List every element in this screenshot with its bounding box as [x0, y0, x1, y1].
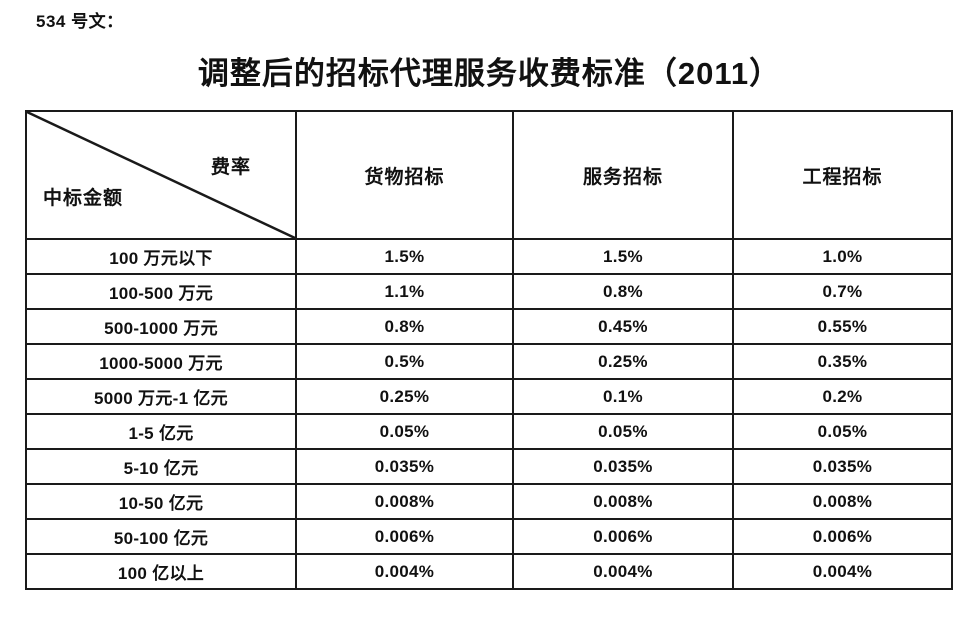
- row-label: 100 亿以上: [25, 553, 297, 590]
- cell-engineering: 0.035%: [732, 448, 953, 485]
- table-row: 100 亿以上 0.004% 0.004% 0.004%: [25, 553, 953, 590]
- cell-goods: 0.008%: [295, 483, 514, 520]
- diagonal-divider-line: [27, 112, 295, 238]
- row-label: 1-5 亿元: [25, 413, 297, 450]
- row-label: 5-10 亿元: [25, 448, 297, 485]
- table-row: 100 万元以下 1.5% 1.5% 1.0%: [25, 238, 953, 275]
- row-label: 1000-5000 万元: [25, 343, 297, 380]
- cell-goods: 0.006%: [295, 518, 514, 555]
- cell-engineering: 0.006%: [732, 518, 953, 555]
- cell-services: 0.25%: [512, 343, 734, 380]
- fee-rate-table: 费率 中标金额 货物招标 服务招标 工程招标 100 万元以下 1.5% 1.5…: [25, 110, 953, 590]
- cell-services: 0.004%: [512, 553, 734, 590]
- cell-goods: 0.004%: [295, 553, 514, 590]
- row-label: 10-50 亿元: [25, 483, 297, 520]
- cell-goods: 0.8%: [295, 308, 514, 345]
- column-header-services: 服务招标: [512, 110, 734, 240]
- table-row: 1000-5000 万元 0.5% 0.25% 0.35%: [25, 343, 953, 380]
- header-row: 费率 中标金额 货物招标 服务招标 工程招标: [25, 110, 953, 240]
- cell-goods: 0.25%: [295, 378, 514, 415]
- cell-goods: 1.5%: [295, 238, 514, 275]
- cell-goods: 0.05%: [295, 413, 514, 450]
- cell-services: 0.1%: [512, 378, 734, 415]
- table-row: 10-50 亿元 0.008% 0.008% 0.008%: [25, 483, 953, 520]
- cell-services: 1.5%: [512, 238, 734, 275]
- table-row: 1-5 亿元 0.05% 0.05% 0.05%: [25, 413, 953, 450]
- cell-services: 0.05%: [512, 413, 734, 450]
- corner-label-fee-rate: 费率: [210, 157, 251, 178]
- row-label: 100-500 万元: [25, 273, 297, 310]
- corner-label-bid-amount: 中标金额: [43, 188, 124, 209]
- table-row: 5000 万元-1 亿元 0.25% 0.1% 0.2%: [25, 378, 953, 415]
- cell-goods: 1.1%: [295, 273, 514, 310]
- cell-engineering: 0.7%: [732, 273, 953, 310]
- cell-engineering: 0.2%: [732, 378, 953, 415]
- cell-engineering: 1.0%: [732, 238, 953, 275]
- row-label: 5000 万元-1 亿元: [25, 378, 297, 415]
- cell-services: 0.006%: [512, 518, 734, 555]
- cell-services: 0.8%: [512, 273, 734, 310]
- table-header: 费率 中标金额 货物招标 服务招标 工程招标: [25, 110, 953, 240]
- cell-services: 0.45%: [512, 308, 734, 345]
- cell-services: 0.008%: [512, 483, 734, 520]
- cell-goods: 0.035%: [295, 448, 514, 485]
- table-row: 5-10 亿元 0.035% 0.035% 0.035%: [25, 448, 953, 485]
- cell-engineering: 0.008%: [732, 483, 953, 520]
- cell-engineering: 0.004%: [732, 553, 953, 590]
- row-label: 100 万元以下: [25, 238, 297, 275]
- column-header-goods: 货物招标: [295, 110, 514, 240]
- column-header-engineering: 工程招标: [732, 110, 953, 240]
- table-row: 100-500 万元 1.1% 0.8% 0.7%: [25, 273, 953, 310]
- cell-engineering: 0.05%: [732, 413, 953, 450]
- table-row: 500-1000 万元 0.8% 0.45% 0.55%: [25, 308, 953, 345]
- corner-header-cell: 费率 中标金额: [25, 110, 297, 240]
- doc-number: 534 号文：: [36, 12, 124, 31]
- row-label: 500-1000 万元: [25, 308, 297, 345]
- table-body: 100 万元以下 1.5% 1.5% 1.0% 100-500 万元 1.1% …: [25, 238, 953, 590]
- page-title: 调整后的招标代理服务收费标准（2011）: [197, 56, 782, 91]
- cell-engineering: 0.55%: [732, 308, 953, 345]
- cell-goods: 0.5%: [295, 343, 514, 380]
- row-label: 50-100 亿元: [25, 518, 297, 555]
- table-row: 50-100 亿元 0.006% 0.006% 0.006%: [25, 518, 953, 555]
- cell-engineering: 0.35%: [732, 343, 953, 380]
- cell-services: 0.035%: [512, 448, 734, 485]
